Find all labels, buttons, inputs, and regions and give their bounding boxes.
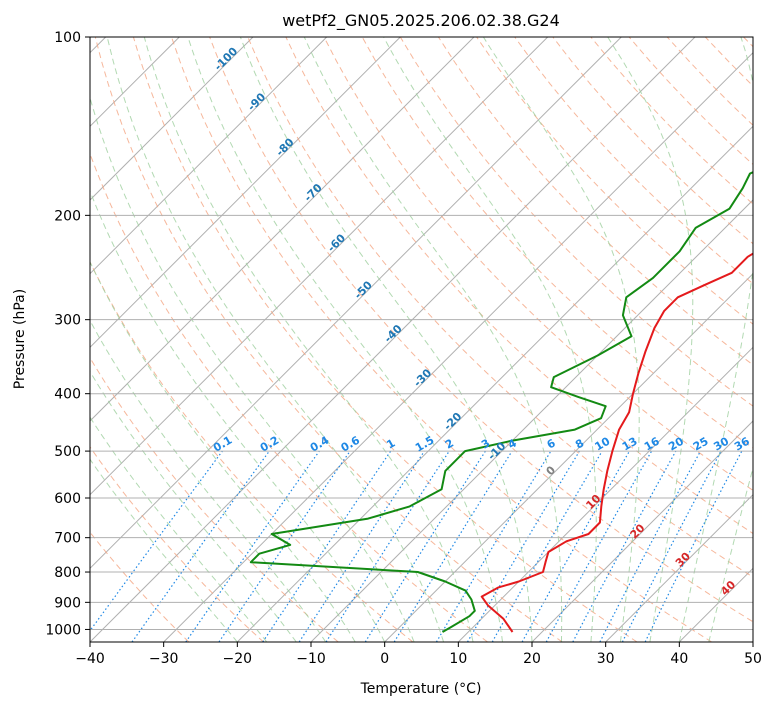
dewpoint-line (249, 171, 753, 633)
mixing-ratio-line (218, 450, 351, 642)
mixing-ratio-line (572, 450, 677, 642)
isotherm-line (90, 37, 328, 275)
dry-adiabat-line (171, 37, 712, 642)
y-tick-label: 600 (54, 491, 81, 507)
mixing-ratio-line (262, 450, 392, 642)
dry-adiabat-line (90, 446, 264, 642)
moist-adiabat-line (607, 37, 694, 642)
x-tick-label: 10 (449, 651, 467, 667)
moist-adiabat-line (90, 189, 386, 642)
mixing-ratio-line (90, 450, 223, 632)
dry-adiabat-line (247, 37, 753, 578)
chart-title: wetPf2_GN05.2025.206.02.38.G24 (282, 11, 560, 31)
x-tick-label: 20 (523, 651, 541, 667)
background-lines (90, 37, 753, 642)
dry-adiabat-line (514, 37, 753, 285)
moist-adiabat-line (143, 37, 474, 642)
isotherm-line (90, 37, 622, 570)
mixing-ratio-line (298, 450, 425, 642)
isotherm-line (163, 51, 753, 642)
dry-adiabat-line (285, 37, 753, 535)
y-axis-label: Pressure (hPa) (12, 289, 28, 389)
moist-adiabat-line (90, 260, 356, 642)
dry-adiabat-line (323, 37, 753, 491)
moist-adiabat-line (303, 37, 563, 642)
mixing-ratio-line (325, 450, 450, 642)
y-tick-label: 1000 (45, 622, 81, 638)
moist-adiabat-line (90, 96, 415, 642)
dry-adiabat-line (90, 356, 339, 642)
moist-adiabat-line (90, 458, 238, 642)
mixing-ratio-line (393, 450, 513, 642)
x-axis-label: Temperature (°C) (360, 681, 482, 697)
x-tick-label: 40 (670, 651, 688, 667)
y-tick-label: 900 (54, 595, 81, 611)
moist-adiabat-line (187, 37, 503, 642)
isotherm-line (605, 493, 753, 642)
mixing-ratio-line (521, 450, 631, 642)
x-tick-label: −30 (149, 651, 179, 667)
y-tick-label: 200 (54, 208, 81, 224)
dry-adiabat-line (94, 37, 563, 642)
moist-adiabat-line (678, 37, 753, 642)
moist-adiabat-line (90, 319, 327, 642)
moist-adiabat-line (482, 37, 640, 642)
x-tick-label: −10 (296, 651, 326, 667)
mixing-ratio-line (131, 450, 270, 642)
mixing-ratio-line (185, 450, 320, 642)
x-tick-label: 50 (744, 651, 762, 667)
x-tick-label: −20 (223, 651, 253, 667)
x-axis: −40 −30 −20 −10 0 10 20 30 40 50 (75, 642, 762, 667)
y-tick-label: 800 (54, 565, 81, 581)
x-tick-label: 0 (380, 651, 389, 667)
isotherm-line (90, 37, 254, 201)
moist-adiabat-line (90, 416, 268, 642)
moist-adiabat-line (90, 370, 297, 642)
isotherm-line (384, 272, 753, 642)
isotherm-line (90, 37, 475, 422)
mixing-ratio-line (545, 450, 653, 642)
y-tick-label: 400 (54, 387, 81, 403)
temperature-line (480, 252, 753, 633)
isotherm-line (90, 37, 401, 349)
grid-lines (90, 37, 753, 630)
isotherm-line (90, 37, 696, 642)
y-tick-label: 700 (54, 531, 81, 547)
moist-adiabat-line (239, 37, 533, 642)
mixing-ratio-line (644, 450, 743, 642)
dry-adiabat-line (476, 37, 753, 325)
profiles (249, 171, 753, 633)
isotherm-line (90, 37, 549, 496)
moist-adiabat-line (106, 37, 445, 642)
isotherm-line (531, 420, 753, 642)
x-tick-label: −40 (75, 651, 105, 667)
isotherm-line (236, 125, 753, 642)
y-tick-label: 300 (54, 313, 81, 329)
dry-adiabat-line (209, 37, 753, 623)
dry-adiabat-line (132, 37, 638, 642)
moist-adiabat-line (708, 466, 753, 642)
y-axis: 100 200 300 400 500 600 700 800 900 1000 (45, 30, 90, 638)
y-tick-label: 100 (54, 30, 81, 46)
x-tick-label: 30 (597, 651, 615, 667)
moist-adiabat-line (383, 37, 597, 642)
y-tick-label: 500 (54, 444, 81, 460)
plot-frame (89, 36, 754, 643)
